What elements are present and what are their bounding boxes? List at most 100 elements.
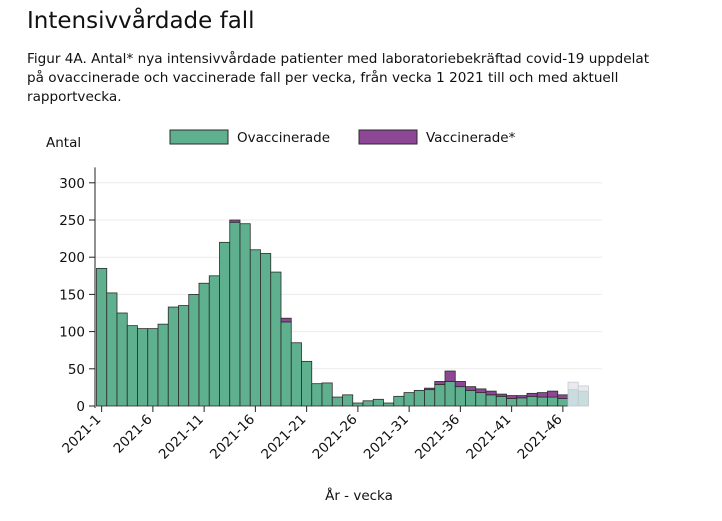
bar-unvaccinated [280, 321, 292, 407]
bar-week-2021-48 [577, 385, 589, 407]
bar-week-2021-29 [383, 402, 395, 407]
bar-week-2021-34 [434, 381, 446, 407]
bar-week-2021-23 [321, 382, 333, 407]
bar-unvaccinated [290, 342, 302, 407]
bar-unvaccinated [383, 402, 395, 407]
bar-vaccinated [424, 387, 436, 391]
bar-unvaccinated [557, 398, 569, 407]
bar-unvaccinated [178, 305, 190, 407]
y-tick-label: 100 [59, 325, 85, 341]
bar-vaccinated [536, 392, 548, 398]
bar-week-2021-46 [557, 394, 569, 407]
legend: Ovaccinerade Vaccinerade* [169, 129, 516, 146]
y-tick-label: 50 [68, 362, 85, 378]
bar-unvaccinated [485, 394, 497, 407]
bar-week-2021-5 [137, 328, 149, 407]
bar-unvaccinated [106, 292, 118, 407]
bar-unvaccinated [567, 389, 579, 407]
gridlines [95, 182, 602, 370]
bar-vaccinated [526, 392, 538, 397]
bar-unvaccinated [475, 392, 487, 407]
bar-unvaccinated [239, 223, 251, 407]
y-tick-label: 250 [59, 213, 85, 229]
bar-unvaccinated [536, 396, 548, 407]
bar-week-2021-15 [239, 223, 251, 407]
bar-unvaccinated [116, 312, 128, 407]
bar-week-2021-17 [260, 253, 272, 407]
bar-unvaccinated [198, 282, 210, 407]
bar-unvaccinated [506, 398, 518, 407]
bar-vaccinated [577, 385, 589, 392]
bar-unvaccinated [495, 395, 507, 407]
x-axis-label: År - vecka [325, 487, 393, 504]
bar-unvaccinated [188, 293, 200, 407]
bar-unvaccinated [413, 389, 425, 407]
bar-unvaccinated [249, 249, 261, 407]
y-tick-label: 150 [59, 287, 85, 303]
y-tick-label: 300 [59, 176, 85, 192]
bar-unvaccinated [352, 402, 364, 407]
bar-unvaccinated [403, 392, 415, 407]
bar-vaccinated [506, 395, 518, 399]
bar-unvaccinated [147, 328, 159, 407]
bar-week-2021-45 [547, 390, 559, 407]
bar-week-2021-12 [208, 275, 220, 407]
bar-unvaccinated [137, 328, 149, 407]
bar-unvaccinated [311, 383, 323, 407]
bar-vaccinated [434, 381, 446, 385]
bar-week-2021-37 [465, 386, 477, 407]
bar-week-2021-18 [270, 271, 282, 407]
bar-vaccinated [465, 386, 477, 391]
bar-unvaccinated [454, 386, 466, 407]
bar-unvaccinated [393, 395, 405, 407]
bar-week-2021-32 [413, 389, 425, 407]
bar-week-2021-22 [311, 383, 323, 407]
bar-week-2021-21 [301, 360, 313, 407]
bar-unvaccinated [434, 384, 446, 407]
bar-unvaccinated [577, 390, 589, 407]
bar-unvaccinated [331, 396, 343, 407]
bar-unvaccinated [208, 275, 220, 407]
bar-week-2021-11 [198, 282, 210, 407]
x-tick-label: 2021-26 [310, 412, 361, 463]
bar-vaccinated [567, 381, 579, 391]
bar-week-2021-31 [403, 392, 415, 407]
legend-swatch-vaccinated [358, 129, 418, 145]
bar-week-2021-27 [362, 400, 374, 407]
x-tick-label: 2021-46 [515, 412, 566, 463]
x-tick-label: 2021-16 [207, 412, 258, 463]
bar-vaccinated [557, 394, 569, 399]
bar-week-2021-24 [331, 396, 343, 407]
bar-week-2021-14 [229, 219, 241, 407]
bar-week-2021-19 [280, 317, 292, 407]
bar-week-2021-3 [116, 312, 128, 407]
x-tick-label: 2021-36 [412, 412, 463, 463]
bar-unvaccinated [372, 398, 384, 407]
legend-swatch-unvaccinated [169, 129, 229, 145]
figure-caption: Figur 4A. Antal* nya intensivvårdade pat… [27, 51, 650, 105]
x-tick-label: 2021-21 [258, 412, 309, 463]
bar-unvaccinated [444, 381, 456, 407]
legend-label-vaccinated: Vaccinerade* [426, 130, 516, 146]
bar-week-2021-28 [372, 398, 384, 407]
bar-week-2021-42 [516, 395, 528, 407]
bar-vaccinated [444, 370, 456, 382]
bar-vaccinated [485, 390, 497, 396]
bar-week-2021-33 [424, 387, 436, 407]
bar-week-2021-26 [352, 402, 364, 407]
bar-week-2021-36 [454, 381, 466, 407]
bar-unvaccinated [321, 382, 333, 407]
bar-week-2021-16 [249, 249, 261, 407]
bar-week-2021-38 [475, 388, 487, 407]
bar-week-2021-9 [178, 305, 190, 407]
bar-unvaccinated [126, 325, 138, 407]
bar-unvaccinated [547, 396, 559, 407]
bar-series [96, 219, 589, 407]
bar-unvaccinated [229, 221, 241, 407]
bar-week-2021-13 [219, 241, 231, 407]
bar-vaccinated [495, 393, 507, 397]
bar-week-2021-8 [167, 306, 179, 407]
bar-unvaccinated [167, 306, 179, 407]
bar-week-2021-44 [536, 392, 548, 407]
